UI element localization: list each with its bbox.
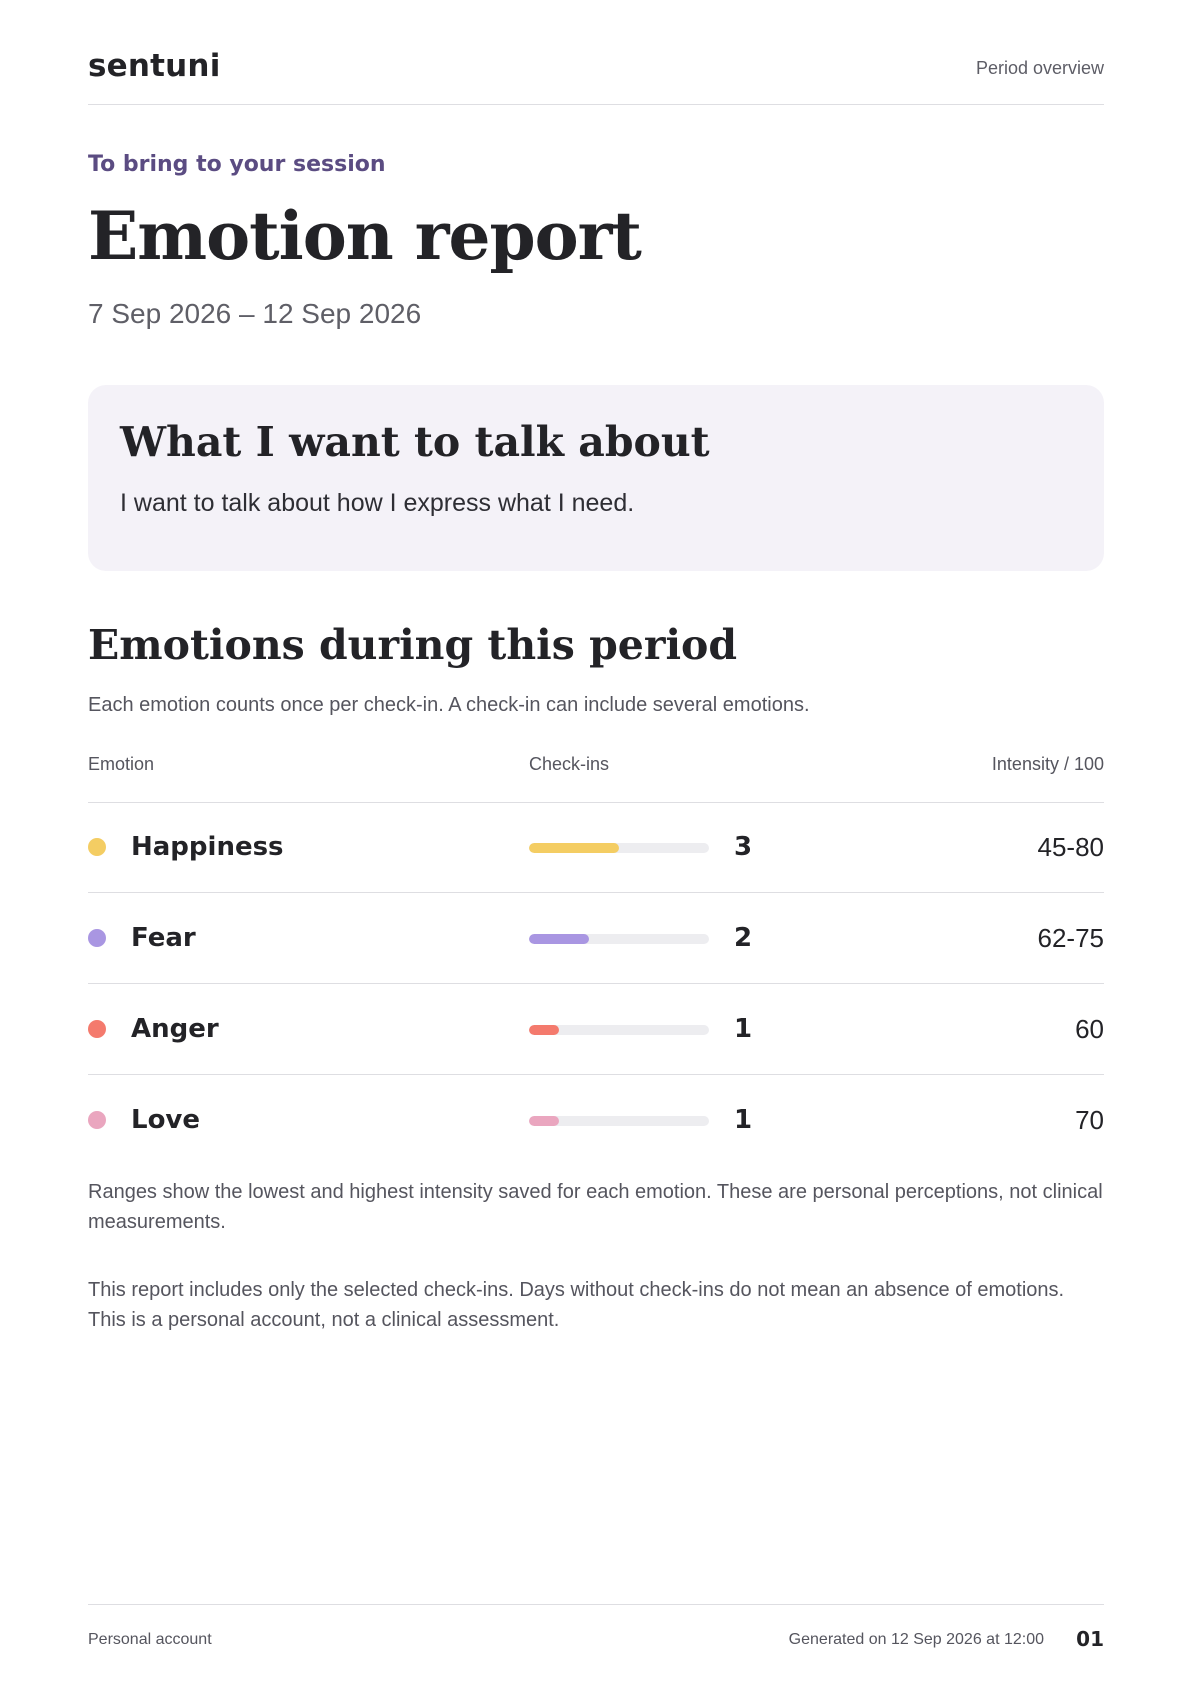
emotion-row-anger: Anger 1 60 [88, 984, 1104, 1075]
talk-about-card: What I want to talk about I want to talk… [88, 385, 1104, 571]
checkins-count: 1 [734, 1105, 753, 1135]
footer-account-label: Personal account [88, 1631, 212, 1648]
emotion-name: Love [131, 1105, 201, 1135]
intensity-range: 60 [1075, 1014, 1104, 1044]
page-title: Emotion report [88, 197, 642, 275]
emotions-section-title: Emotions during this period [88, 621, 738, 669]
talk-about-text: I want to talk about how I express what … [120, 489, 635, 517]
intensity-range: 45-80 [1037, 832, 1105, 862]
checkins-bar-track [529, 843, 709, 853]
report-eyebrow: To bring to your session [88, 152, 386, 177]
checkins-bar-fill [529, 843, 619, 853]
intensity-range: 62-75 [1037, 923, 1105, 953]
report-page: sentuni Period overview To bring to your… [88, 0, 1104, 1684]
emotion-color-dot [88, 1020, 106, 1038]
generated-timestamp: Generated on 12 Sep 2026 at 12:00 [788, 1631, 1044, 1648]
date-range: 7 Sep 2026 – 12 Sep 2026 [88, 298, 422, 329]
emotions-table-body: Happiness 3 45-80 Fear 2 62-75 Anger 1 6… [88, 802, 1104, 1165]
column-intensity: Intensity / 100 [991, 754, 1104, 774]
talk-about-heading: What I want to talk about [120, 418, 710, 466]
emotion-row-fear: Fear 2 62-75 [88, 893, 1104, 984]
checkins-bar-track [529, 934, 709, 944]
checkins-bar-fill [529, 1116, 559, 1126]
emotion-row-happiness: Happiness 3 45-80 [88, 802, 1104, 893]
emotion-name: Happiness [131, 832, 284, 862]
emotion-color-dot [88, 929, 106, 947]
emotion-color-dot [88, 838, 106, 856]
report-disclaimer: This report includes only the selected c… [88, 1279, 1065, 1331]
emotion-name: Fear [131, 923, 196, 953]
emotion-row-love: Love 1 70 [88, 1075, 1104, 1165]
checkins-bar-track [529, 1025, 709, 1035]
intensity-range: 70 [1075, 1105, 1104, 1135]
brand-logo: sentuni [88, 48, 221, 84]
emotion-name: Anger [131, 1014, 219, 1044]
checkins-count: 3 [734, 832, 753, 862]
checkins-bar-track [529, 1116, 709, 1126]
period-overview-label: Period overview [975, 58, 1104, 78]
page-number: 01 [1076, 1627, 1104, 1651]
checkins-bar-fill [529, 934, 589, 944]
checkins-bar-fill [529, 1025, 559, 1035]
emotion-color-dot [88, 1111, 106, 1129]
page-footer: Personal account Generated on 12 Sep 202… [88, 1604, 1104, 1657]
page-header: sentuni Period overview [88, 46, 1104, 105]
column-checkins: Check-ins [529, 754, 610, 774]
checkins-count: 1 [734, 1014, 753, 1044]
column-emotion: Emotion [88, 754, 155, 774]
emotions-table-header: Emotion Check-ins Intensity / 100 [88, 748, 1104, 803]
emotions-section-note: Each emotion counts once per check-in. A… [88, 694, 810, 716]
checkins-count: 2 [734, 923, 753, 953]
intensity-range-note: Ranges show the lowest and highest inten… [88, 1181, 1103, 1233]
